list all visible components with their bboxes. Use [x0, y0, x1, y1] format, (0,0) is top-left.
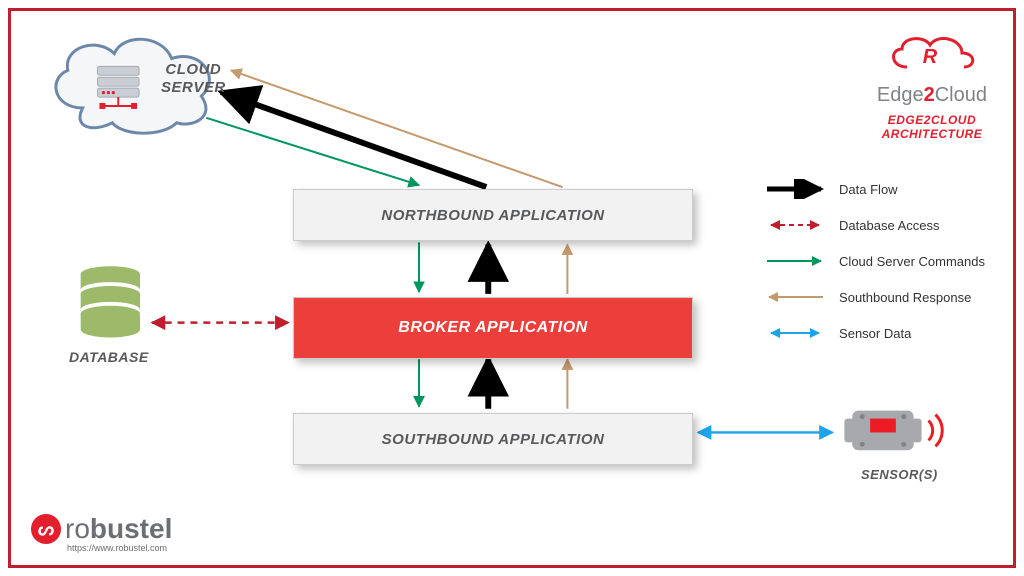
cloud-logo-icon: R: [882, 29, 982, 79]
robustel-brand: ᔕ robustel https://www.robustel.com: [31, 513, 172, 553]
legend-dataflow: Data Flow: [763, 171, 985, 207]
edge2cloud-logo: R Edge2Cloud EDGE2CLOUD ARCHITECTURE: [877, 29, 987, 141]
architecture-title: EDGE2CLOUD ARCHITECTURE: [877, 113, 987, 141]
database-label: DATABASE: [69, 349, 149, 365]
cloudcmd-cloud-nb: [206, 118, 419, 185]
cloud-server-label: CLOUD SERVER: [161, 61, 226, 97]
sensor-icon: [844, 411, 942, 451]
svg-text:R: R: [923, 46, 938, 68]
southresp-nb-cloud: [231, 70, 562, 187]
database-icon: [81, 266, 140, 337]
brand-url: https://www.robustel.com: [67, 543, 172, 553]
northbound-box: NORTHBOUND APPLICATION: [293, 189, 693, 241]
edge2cloud-text: Edge2Cloud: [877, 84, 987, 107]
diagram-frame: CLOUD SERVER NORTHBOUND APPLICATION BROK…: [8, 8, 1016, 568]
sensor-label: SENSOR(S): [861, 467, 938, 482]
legend-dbaccess: Database Access: [763, 207, 985, 243]
southbound-box: SOUTHBOUND APPLICATION: [293, 413, 693, 465]
legend-sensor: Sensor Data: [763, 315, 985, 351]
legend-southresp: Southbound Response: [763, 279, 985, 315]
legend-cloudcmd: Cloud Server Commands: [763, 243, 985, 279]
legend: Data Flow Database Access Cloud Server C…: [763, 171, 985, 351]
robustel-swirl-icon: ᔕ: [31, 514, 61, 544]
broker-box: BROKER APPLICATION: [293, 297, 693, 359]
dataflow-nb-cloud: [221, 92, 486, 187]
